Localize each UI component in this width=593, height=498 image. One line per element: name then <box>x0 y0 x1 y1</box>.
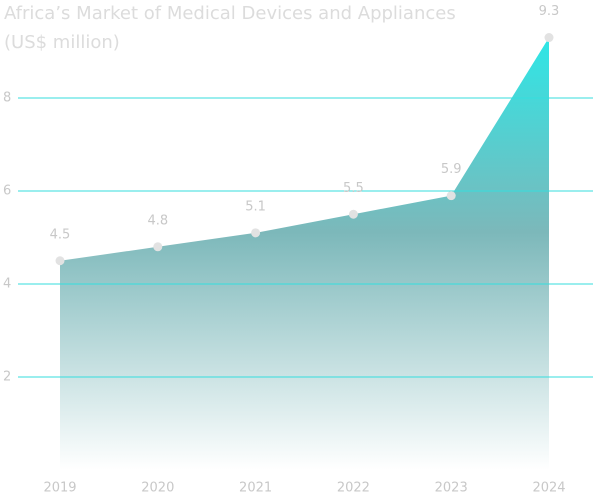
y-tick-label: 6 <box>3 184 11 199</box>
x-tick-label: 2019 <box>43 481 76 496</box>
data-label: 9.3 <box>539 4 560 19</box>
data-label: 4.5 <box>50 227 71 242</box>
data-point <box>153 242 163 252</box>
x-tick-label: 2021 <box>239 481 272 496</box>
chart-subtitle: (US$ million) <box>4 32 120 53</box>
area <box>60 37 549 471</box>
y-tick-label: 2 <box>3 370 11 385</box>
data-label: 4.8 <box>147 213 168 228</box>
x-tick-label: 2024 <box>532 481 565 496</box>
chart-title: Africa’s Market of Medical Devices and A… <box>4 3 456 24</box>
data-point <box>55 256 65 266</box>
data-label: 5.5 <box>343 181 364 196</box>
y-tick-label: 8 <box>3 91 11 106</box>
data-point <box>544 33 554 43</box>
data-point <box>446 191 456 201</box>
data-label: 5.1 <box>245 199 266 214</box>
y-tick-label: 4 <box>3 277 11 292</box>
x-tick-label: 2022 <box>337 481 370 496</box>
data-label: 5.9 <box>441 162 462 177</box>
data-point <box>251 228 261 238</box>
data-point <box>348 209 358 219</box>
x-tick-label: 2020 <box>141 481 174 496</box>
x-tick-label: 2023 <box>435 481 468 496</box>
